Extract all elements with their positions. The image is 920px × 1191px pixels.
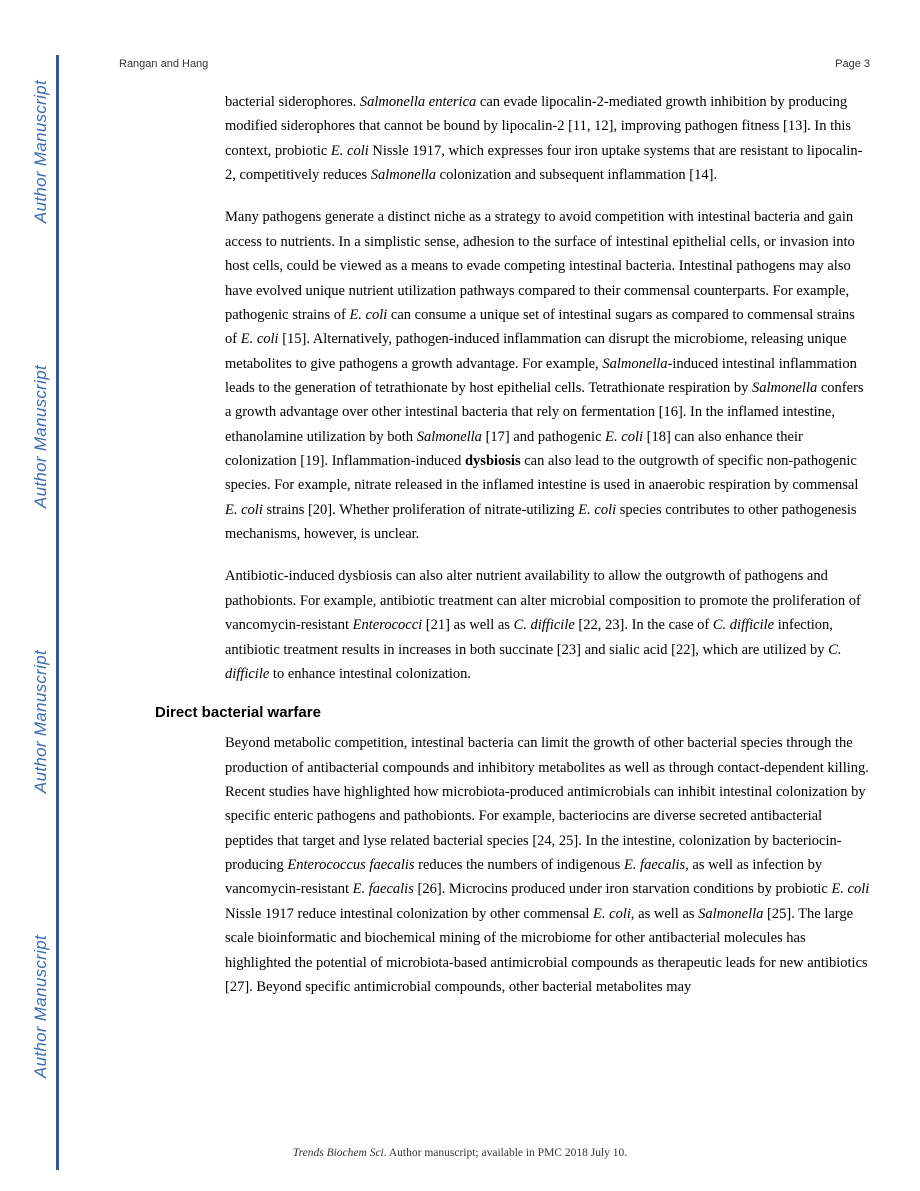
- watermark-text-4: Author Manuscript: [31, 935, 51, 1078]
- header-authors: Rangan and Hang: [119, 58, 208, 70]
- page-header: Rangan and Hang Page 3: [119, 58, 870, 70]
- section-heading: Direct bacterial warfare: [155, 704, 870, 721]
- paragraph-1: bacterial siderophores. Salmonella enter…: [225, 90, 870, 187]
- watermark-text-3: Author Manuscript: [31, 650, 51, 793]
- paragraph-2: Many pathogens generate a distinct niche…: [225, 205, 870, 546]
- main-content: bacterial siderophores. Salmonella enter…: [225, 90, 870, 1017]
- page-footer: Trends Biochem Sci. Author manuscript; a…: [0, 1147, 920, 1159]
- paragraph-4: Beyond metabolic competition, intestinal…: [225, 731, 870, 999]
- paragraph-3: Antibiotic-induced dysbiosis can also al…: [225, 564, 870, 686]
- watermark-text-2: Author Manuscript: [31, 365, 51, 508]
- header-page-number: Page 3: [835, 58, 870, 70]
- watermark-text-1: Author Manuscript: [31, 80, 51, 223]
- footer-text: . Author manuscript; available in PMC 20…: [384, 1147, 627, 1159]
- footer-journal: Trends Biochem Sci: [293, 1147, 384, 1159]
- watermark-bar: [56, 55, 59, 1170]
